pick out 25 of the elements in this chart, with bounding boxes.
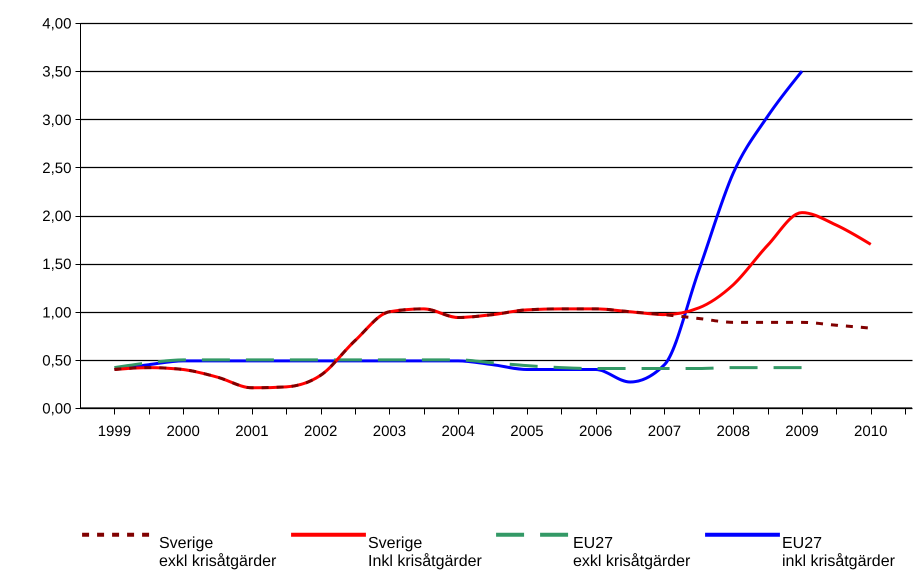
- x-tick-label: 2000: [166, 423, 200, 440]
- x-tick-label: 2004: [441, 423, 475, 440]
- x-tick-label: 2006: [579, 423, 612, 440]
- x-tick-label: 2007: [648, 423, 682, 440]
- y-tick-label: 0,00: [42, 400, 72, 418]
- x-tick-label: 1999: [98, 423, 132, 440]
- y-tick-label: 4,00: [42, 16, 72, 32]
- y-tick-label: 1,50: [42, 256, 72, 274]
- y-tick-label: 1,00: [42, 304, 72, 322]
- y-tick-label: 3,00: [42, 112, 72, 129]
- legend-label: EU27 exkl krisåtgärder: [573, 534, 692, 570]
- x-tick-label: 2005: [510, 423, 544, 440]
- x-tick-label: 2002: [304, 423, 338, 440]
- legend-label: EU27 inkl krisåtgärder: [782, 534, 896, 570]
- y-tick-label: 2,50: [42, 160, 72, 177]
- y-tick-label: 0,50: [42, 352, 72, 370]
- x-tick-label: 2010: [854, 423, 888, 440]
- x-tick-label: 2008: [716, 423, 750, 440]
- legend-label: Sverige Inkl krisåtgärder: [368, 534, 482, 570]
- x-tick-label: 2003: [372, 423, 406, 440]
- legend-label: Sverige exkl krisåtgärder: [159, 534, 278, 570]
- y-tick-label: 3,50: [42, 64, 72, 81]
- y-tick-label: 2,00: [42, 208, 72, 225]
- x-tick-label: 2001: [235, 423, 269, 440]
- x-tick-label: 2009: [785, 423, 819, 440]
